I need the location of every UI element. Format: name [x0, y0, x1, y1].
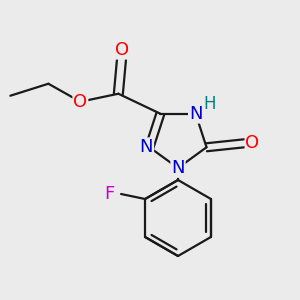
Text: N: N [189, 105, 202, 123]
Text: H: H [203, 95, 216, 113]
Text: N: N [171, 159, 185, 177]
Text: O: O [245, 134, 260, 152]
Text: O: O [73, 93, 87, 111]
Text: N: N [140, 138, 153, 156]
Text: F: F [104, 185, 114, 203]
Text: O: O [115, 41, 129, 59]
